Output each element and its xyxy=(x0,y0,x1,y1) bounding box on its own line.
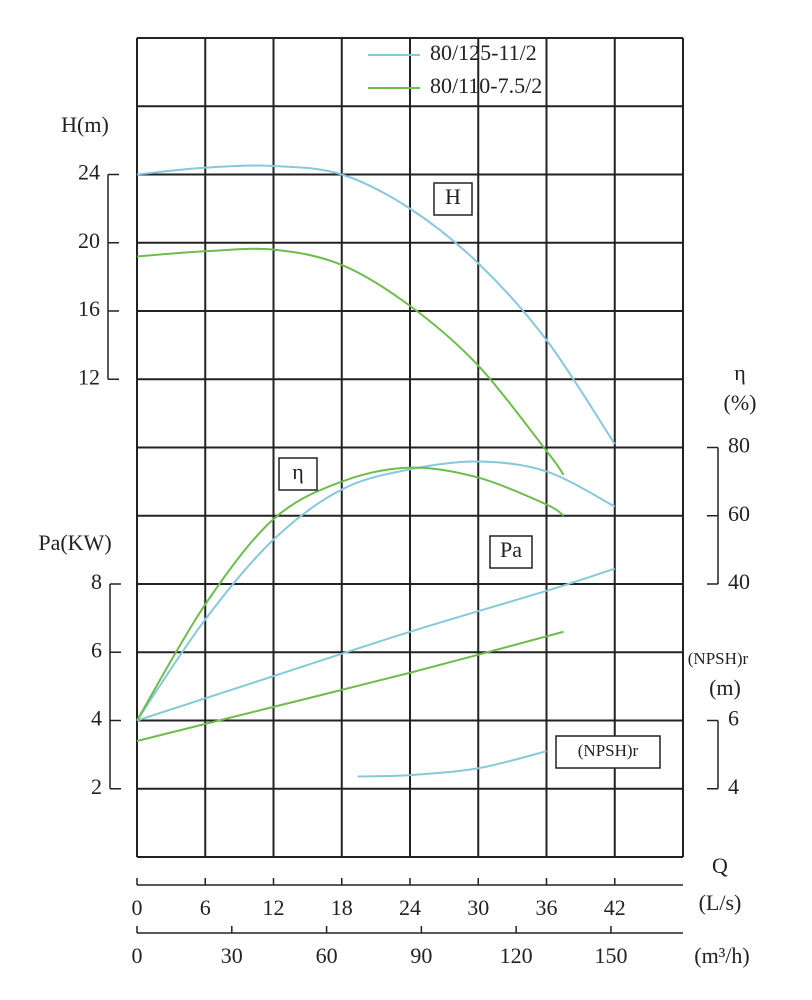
annotation: Pa xyxy=(500,537,522,562)
y-tick-label: 80 xyxy=(728,433,750,458)
y-tick-label: 4 xyxy=(728,774,739,799)
x-axis-tick-label: 36 xyxy=(536,895,558,920)
y-tick-label: 8 xyxy=(91,569,102,594)
x-axis-tick-label: 12 xyxy=(263,895,285,920)
annotation-box xyxy=(278,457,318,491)
y-tick-label: 20 xyxy=(78,228,100,253)
x-axis-tick-label: 18 xyxy=(331,895,353,920)
curve xyxy=(136,567,616,722)
legend-label: 80/125-11/2 xyxy=(430,40,537,65)
y-axis-label: Pa(KW) xyxy=(38,530,111,555)
curve xyxy=(136,630,564,742)
y-tick-label: 60 xyxy=(728,501,750,526)
y-axis-label: H(m) xyxy=(61,112,109,137)
x2-axis-tick-label: 150 xyxy=(594,943,627,968)
x-axis-tick-label: 24 xyxy=(399,895,421,920)
annotation: (NPSH)r xyxy=(578,741,639,760)
x2-axis-tick-label: 0 xyxy=(132,943,143,968)
curve xyxy=(136,247,565,476)
y-tick-label: 6 xyxy=(91,637,102,662)
x-axis-tick-label: 0 xyxy=(132,895,143,920)
annotation-box xyxy=(555,735,661,769)
x2-axis-tick-label: 90 xyxy=(410,943,432,968)
annotation-box xyxy=(489,535,533,569)
y-tick-label: 16 xyxy=(78,296,100,321)
x2-axis-unit: (m³/h) xyxy=(694,943,749,968)
y-tick-label: 40 xyxy=(728,569,750,594)
legend-label: 80/110-7.5/2 xyxy=(430,73,542,98)
y-axis-label: (%) xyxy=(724,390,757,415)
y-tick-label: 6 xyxy=(728,706,739,731)
y-tick-label: 24 xyxy=(78,160,100,185)
annotation: H xyxy=(445,184,461,209)
y-axis-label: (NPSH)r xyxy=(688,649,749,668)
curve xyxy=(136,460,616,722)
curve xyxy=(136,466,565,722)
y-axis-label: (m) xyxy=(709,675,741,700)
x2-axis-tick-label: 30 xyxy=(221,943,243,968)
annotation: η xyxy=(292,459,304,484)
x2-axis-tick-label: 120 xyxy=(500,943,533,968)
curve xyxy=(136,164,616,445)
curve xyxy=(357,750,547,778)
y-tick-label: 4 xyxy=(91,706,102,731)
x-axis-label: Q xyxy=(712,853,728,878)
x-axis-tick-label: 42 xyxy=(604,895,626,920)
y-tick-label: 12 xyxy=(78,364,100,389)
x-axis-unit: (L/s) xyxy=(699,890,742,915)
x-axis-tick-label: 30 xyxy=(467,895,489,920)
y-axis-label: η xyxy=(734,360,746,385)
y-tick-label: 2 xyxy=(91,774,102,799)
annotation-box xyxy=(433,182,473,216)
x2-axis-tick-label: 60 xyxy=(316,943,338,968)
x-axis-tick-label: 6 xyxy=(200,895,211,920)
